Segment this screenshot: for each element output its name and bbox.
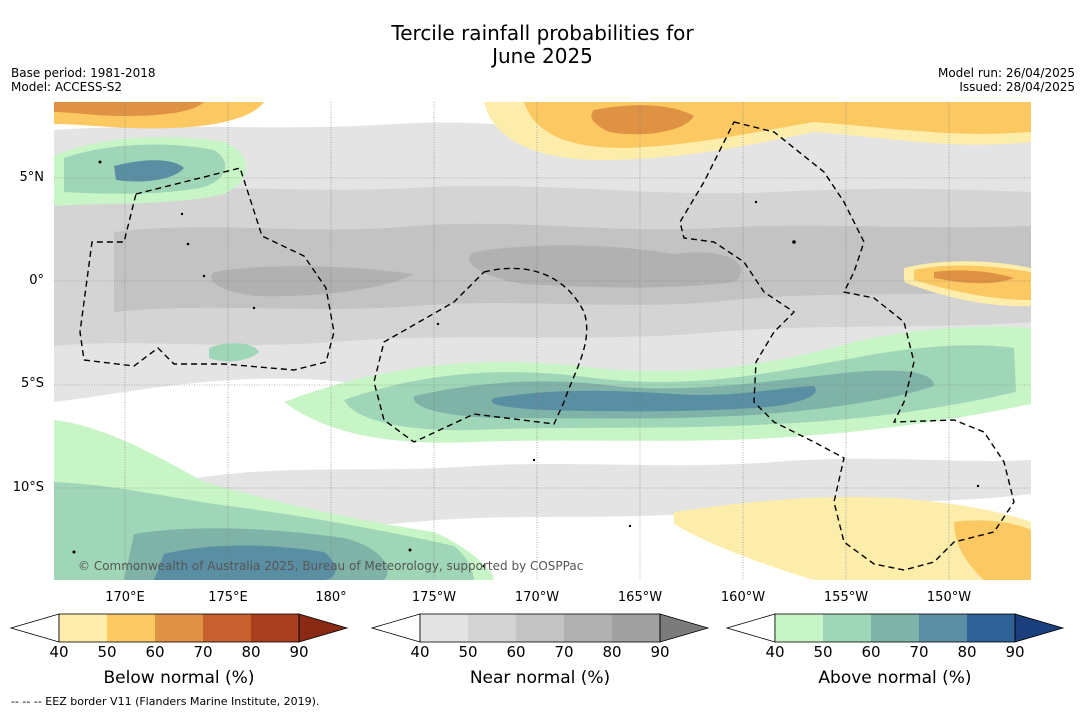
below-tick-90: 90 — [289, 643, 309, 661]
map-title-line1: Tercile rainfall probabilities for — [391, 21, 694, 45]
lon-label-150w: 150°W — [926, 590, 972, 605]
lon-label-170e: 170°E — [105, 590, 145, 605]
below-normal-northwest-corner-70 — [54, 102, 204, 116]
base-period: Base period: 1981-2018 — [11, 66, 156, 80]
lon-label-175e: 175°E — [208, 590, 248, 605]
issued-date: Issued: 28/04/2025 — [959, 80, 1075, 94]
below-tick-80: 80 — [241, 643, 261, 661]
lon-label-175w: 175°W — [411, 590, 457, 605]
lat-label-5s: 5°S — [20, 376, 44, 391]
lon-label-155w: 155°W — [823, 590, 869, 605]
lat-label-5n: 5°N — [19, 170, 45, 185]
colorbars — [9, 613, 1065, 643]
above-tick-70: 70 — [909, 643, 929, 661]
below-colorbar-max-extension — [298, 613, 349, 643]
below-normal-north-top-70 — [591, 105, 694, 135]
above-tick-40: 40 — [765, 643, 785, 661]
below-normal-east-equator-70 — [934, 270, 1014, 284]
above-tick-80: 80 — [957, 643, 977, 661]
above-normal-colorbar — [725, 613, 1065, 643]
above-normal-band-70 — [491, 386, 816, 412]
eez-footer-note: -- -- -- EEZ border V11 (Flanders Marine… — [11, 695, 320, 708]
above-tick-50: 50 — [813, 643, 833, 661]
model-run: Model run: 26/04/2025 — [937, 66, 1075, 80]
near-tick-50: 50 — [458, 643, 478, 661]
below-normal-label: Below normal (%) — [103, 668, 255, 688]
near-colorbar-max-extension — [659, 613, 710, 643]
above-colorbar-segment-5 — [967, 614, 1015, 642]
near-colorbar-min-extension — [370, 613, 421, 643]
below-colorbar-segment-2 — [107, 614, 155, 642]
near-colorbar-segment-2 — [468, 614, 516, 642]
above-normal-southwest-70 — [154, 545, 336, 580]
above-normal-label: Above normal (%) — [818, 668, 972, 688]
map-title-line2: June 2025 — [492, 44, 593, 68]
below-normal-southeast-60 — [954, 520, 1031, 580]
below-colorbar-segment-3 — [155, 614, 203, 642]
lat-label-0: 0° — [29, 273, 44, 288]
near-colorbar-segment-4 — [564, 614, 612, 642]
above-normal-small-patch — [209, 343, 259, 362]
above-colorbar-segment-4 — [919, 614, 967, 642]
near-colorbar-outline — [419, 613, 661, 643]
lon-label-180: 180° — [315, 590, 347, 605]
lon-label-170w: 170°W — [514, 590, 560, 605]
copyright-credit: © Commonwealth of Australia 2025, Bureau… — [78, 559, 584, 573]
above-colorbar-min-extension — [725, 613, 776, 643]
islands — [72, 160, 980, 568]
lon-label-165w: 165°W — [617, 590, 663, 605]
above-tick-60: 60 — [861, 643, 881, 661]
eez-borders — [79, 121, 1015, 571]
above-normal-northwest-70 — [114, 160, 184, 182]
near-normal-region-south — [174, 458, 1031, 528]
near-tick-90: 90 — [650, 643, 670, 661]
lon-label-160w: 160°W — [720, 590, 766, 605]
near-normal-region-dark-1 — [211, 266, 414, 297]
above-colorbar-segment-3 — [871, 614, 919, 642]
above-tick-90: 90 — [1005, 643, 1025, 661]
near-colorbar-segment-3 — [516, 614, 564, 642]
near-normal-label: Near normal (%) — [469, 668, 611, 688]
above-colorbar-segment-1 — [775, 614, 823, 642]
near-tick-60: 60 — [506, 643, 526, 661]
near-colorbar-segment-1 — [420, 614, 468, 642]
near-normal-colorbar — [370, 613, 710, 643]
below-colorbar-min-extension — [9, 613, 60, 643]
probability-map — [54, 102, 1031, 580]
below-tick-60: 60 — [145, 643, 165, 661]
below-tick-50: 50 — [97, 643, 117, 661]
above-colorbar-segment-2 — [823, 614, 871, 642]
below-colorbar-segment-5 — [251, 614, 299, 642]
above-colorbar-outline — [774, 613, 1016, 643]
below-colorbar-segment-1 — [59, 614, 107, 642]
above-colorbar-max-extension — [1014, 613, 1065, 643]
below-tick-70: 70 — [193, 643, 213, 661]
below-tick-40: 40 — [49, 643, 69, 661]
below-colorbar-outline — [58, 613, 300, 643]
near-colorbar-segment-5 — [612, 614, 660, 642]
near-tick-40: 40 — [410, 643, 430, 661]
below-colorbar-segment-4 — [203, 614, 251, 642]
near-normal-region-dark-2 — [469, 245, 742, 288]
lat-label-10s: 10°S — [12, 480, 44, 495]
near-tick-70: 70 — [554, 643, 574, 661]
below-normal-colorbar — [9, 613, 349, 643]
model-name: Model: ACCESS-S2 — [11, 80, 123, 94]
near-tick-80: 80 — [602, 643, 622, 661]
graticule — [54, 102, 1031, 580]
below-normal-southeast — [674, 496, 1031, 580]
